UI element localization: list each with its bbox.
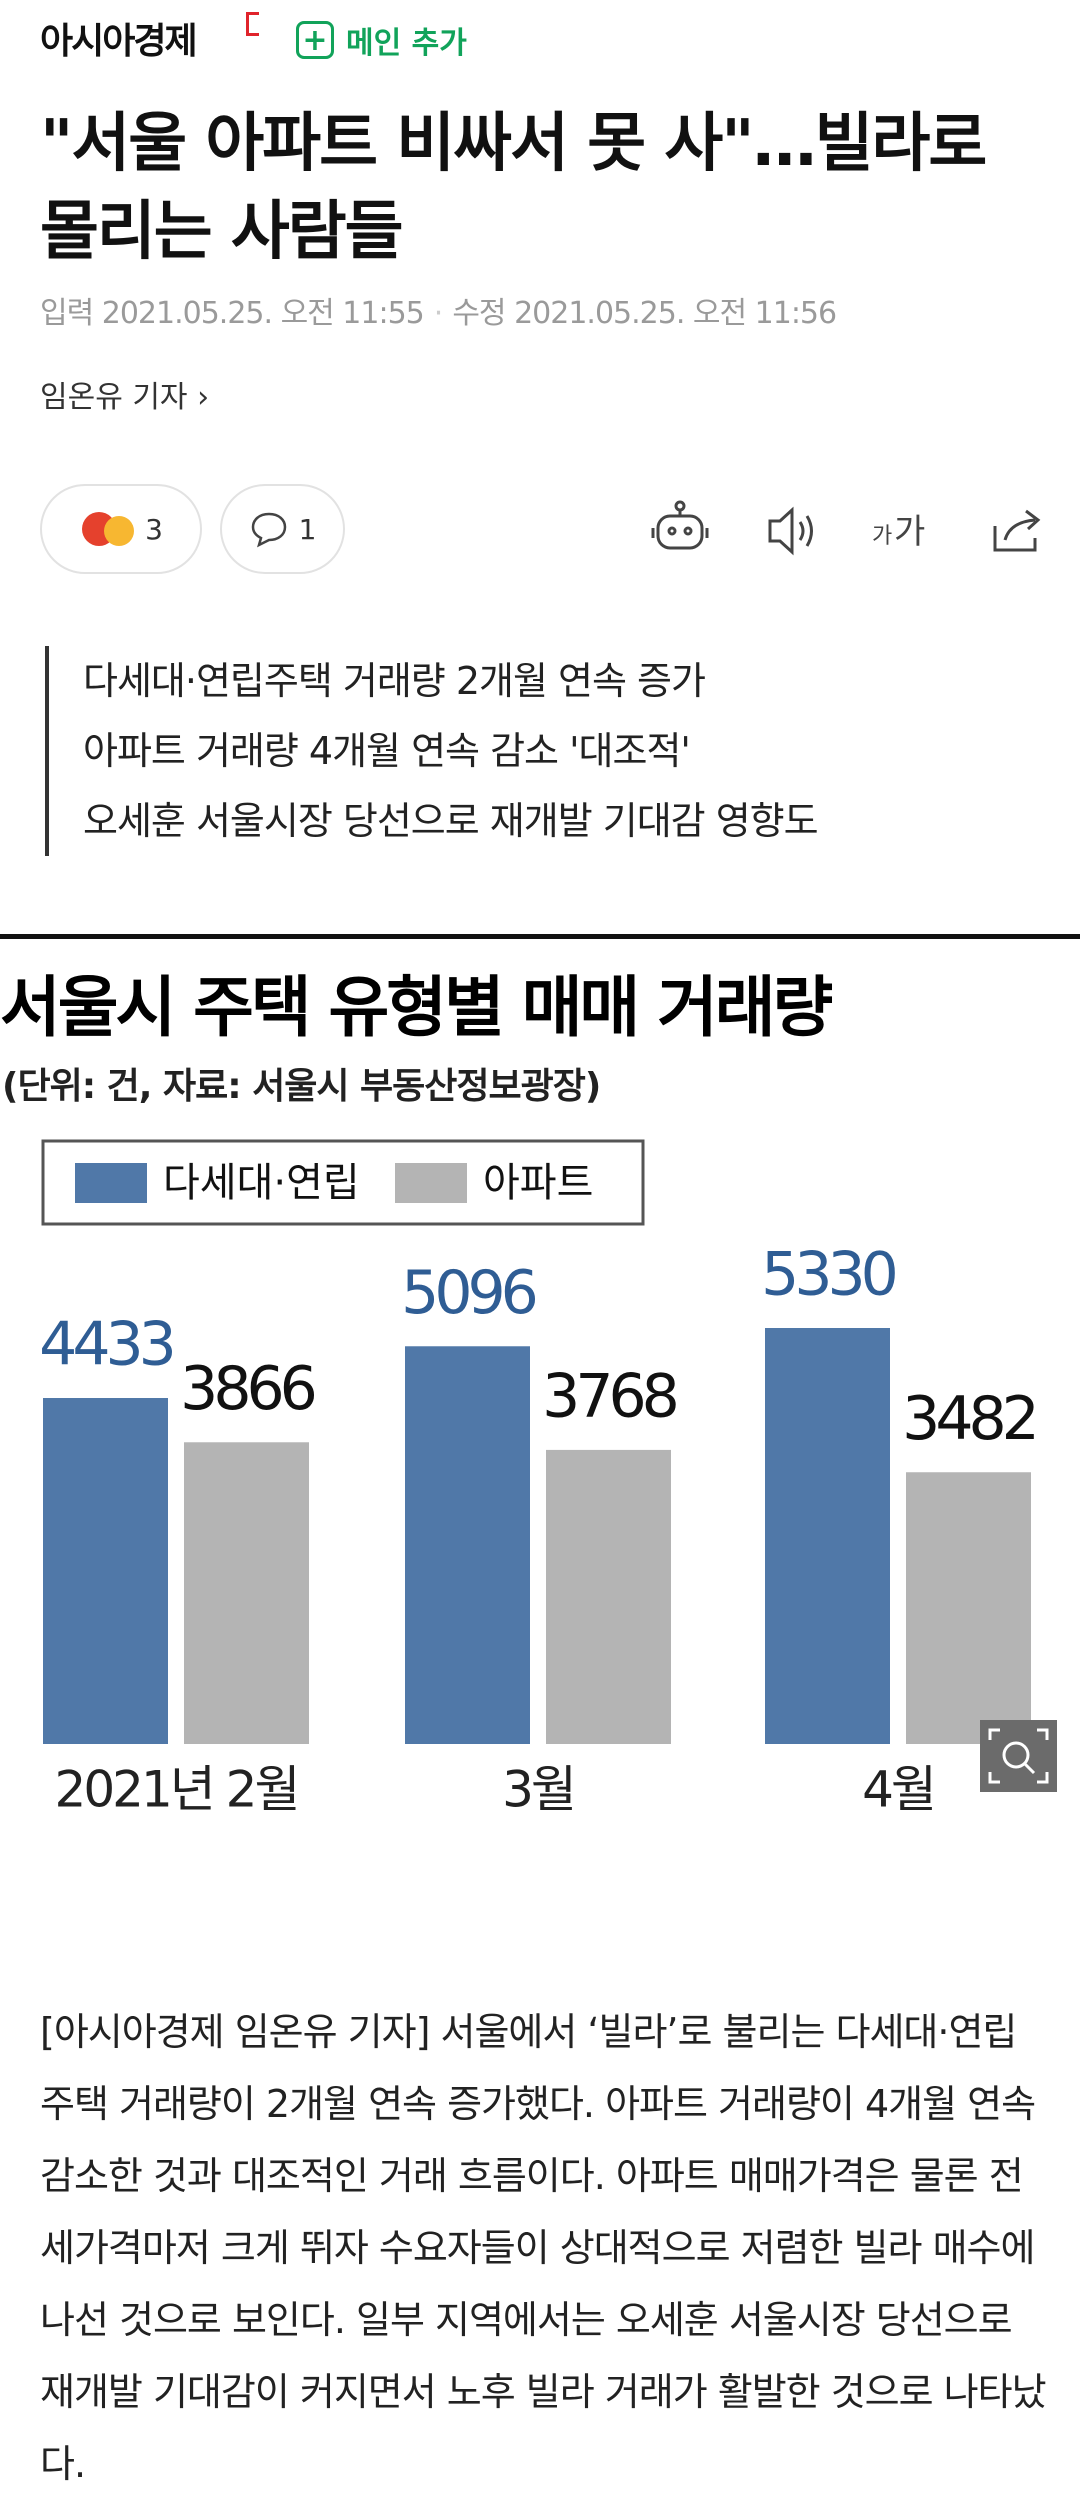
x-tick-label: 3월 [502,1761,574,1819]
separator: · [433,296,443,331]
bar [184,1442,309,1744]
zoom-icon [988,1728,1049,1784]
article-meta: 입력 2021.05.25. 오전 11:55 · 수정 2021.05.25. 오… [40,288,837,332]
bar [906,1472,1031,1744]
zoom-button[interactable] [980,1720,1057,1792]
legend-swatch [75,1163,147,1203]
published-date: 입력 2021.05.25. 오전 11:55 [40,296,425,331]
logo-flag [246,12,259,36]
value-label: 4433 [39,1310,173,1380]
modified-date: 수정 2021.05.25. 오전 11:56 [452,296,837,331]
robot-icon[interactable] [651,500,709,550]
font-size-large[interactable]: 가 [894,512,925,552]
bar [405,1346,530,1744]
value-label: 3482 [902,1384,1035,1454]
reporter-link[interactable]: 임온유 기자 › [40,372,209,416]
chart-top-rule [0,934,1080,939]
summary-line: 다세대·연립주택 거래량 2개월 연속 증가 [83,659,706,703]
article-title: "서울 아파트 비싸서 못 사"…빌라로 몰리는 사람들 [40,107,987,269]
chevron: › [197,380,210,415]
comment-count: 1 [298,512,317,546]
add-main-label: 메인 추가 [346,26,467,61]
legend-label: 아파트 [483,1160,593,1206]
summary: 다세대·연립주택 거래량 2개월 연속 증가 아파트 거래량 4개월 연속 감소… [45,646,819,856]
reaction-count: 3 [145,512,163,546]
bar [546,1449,671,1744]
speaker-icon[interactable] [768,506,813,556]
chart-title: 서울시 주택 유형별 매매 거래량 [0,969,833,1046]
reporter-name: 임온유 기자 [40,380,188,415]
chart-subtitle: (단위: 건, 자료: 서울시 부동산정보광장) [2,1066,600,1107]
bar [765,1328,890,1744]
legend-label: 다세대·연립 [163,1160,360,1206]
x-tick-label: 4월 [862,1761,934,1819]
value-label: 3866 [180,1354,315,1424]
summary-line: 오세훈 서울시장 당선으로 재개발 기대감 영향도 [83,799,819,843]
sad-face [104,516,135,546]
font-size-small[interactable]: 가 [872,524,892,549]
value-label: 3768 [542,1362,677,1432]
summary-line: 아파트 거래량 4개월 연속 감소 '대조적' [83,729,691,773]
plus-icon: + [296,21,334,59]
comment-button[interactable]: 1 [220,484,345,574]
toolbar-icons: 가 가 [651,500,1041,556]
value-label: 5096 [401,1258,536,1328]
article-body: [아시아경제 임온유 기자] 서울에서 ‘빌라’로 불리는 다세대·연립주택 거… [40,2010,1047,2486]
x-tick-label: 2021년 2월 [55,1761,298,1819]
comment-icon [251,512,286,548]
legend-swatch [395,1163,467,1203]
value-label: 5330 [761,1240,896,1310]
chart: 서울시 주택 유형별 매매 거래량 (단위: 건, 자료: 서울시 부동산정보광… [0,969,1057,1819]
reaction-button[interactable]: 3 [40,484,202,574]
reaction-icons [82,512,135,546]
add-main-button[interactable]: + 메인 추가 [296,18,467,62]
bar [43,1398,168,1744]
share-icon[interactable] [993,509,1041,552]
logo[interactable]: 아시아경제 [40,21,198,62]
